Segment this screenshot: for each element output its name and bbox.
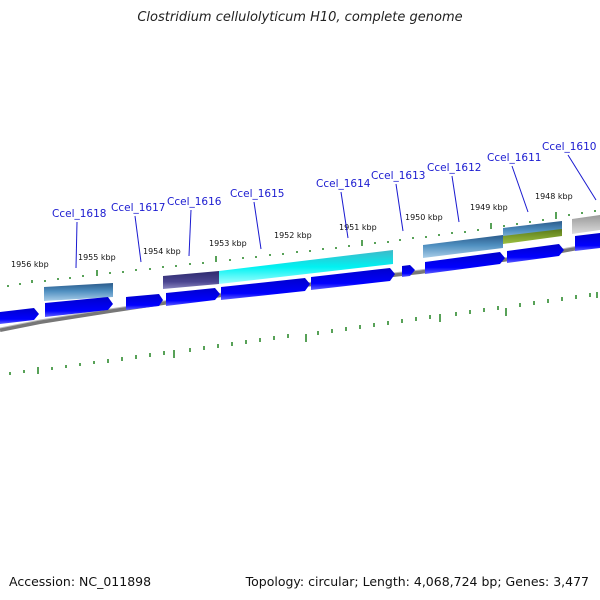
feature-ccel-1610: [572, 215, 600, 234]
cds-arrow: [126, 294, 163, 310]
feature-ccel-1612: [423, 235, 503, 258]
gene-label-ccel-1614[interactable]: Ccel_1614: [316, 178, 371, 190]
kbp-label: 1951 kbp: [339, 223, 377, 232]
feature-ccel-1615: [219, 250, 393, 284]
cds-arrow: [575, 233, 600, 251]
feature-track: [44, 215, 600, 301]
gene-label-ccel-1616[interactable]: Ccel_1616: [167, 196, 222, 208]
kbp-label: 1955 kbp: [78, 253, 116, 262]
cds-arrow: [425, 252, 505, 274]
kbp-label: 1950 kbp: [405, 213, 443, 222]
kbp-labels: 1956 kbp 1955 kbp 1954 kbp 1953 kbp 1952…: [11, 192, 573, 269]
kbp-label: 1956 kbp: [11, 260, 49, 269]
upper-ticks: [7, 210, 596, 287]
map-title: Clostridium cellulolyticum H10, complete…: [137, 10, 463, 25]
gene-label-ccel-1613[interactable]: Ccel_1613: [371, 170, 425, 182]
accession-text: Accession: NC_011898: [9, 574, 152, 589]
gene-label-ccel-1611[interactable]: Ccel_1611: [487, 152, 541, 164]
lower-ticks: [9, 292, 598, 375]
gene-labels: Ccel_1618 Ccel_1617 Ccel_1616 Ccel_1615 …: [52, 141, 596, 220]
cds-track: [0, 233, 600, 324]
feature-ccel-1616: [163, 271, 219, 289]
cds-arrow: [166, 288, 220, 306]
gene-label-ccel-1610[interactable]: Ccel_1610: [542, 141, 596, 153]
kbp-label: 1953 kbp: [209, 239, 247, 248]
cds-arrow: [311, 268, 395, 290]
gene-leaders: [75, 154, 597, 269]
cds-arrow: [221, 278, 310, 300]
feature-ccel-1611-b: [503, 229, 562, 244]
kbp-label: 1948 kbp: [535, 192, 573, 201]
gene-label-ccel-1617[interactable]: Ccel_1617: [111, 202, 165, 214]
gene-label-ccel-1615[interactable]: Ccel_1615: [230, 188, 284, 200]
gene-label-ccel-1618[interactable]: Ccel_1618: [52, 208, 106, 220]
cds-arrow: [402, 265, 415, 277]
kbp-label: 1949 kbp: [470, 203, 508, 212]
kbp-label: 1952 kbp: [274, 231, 312, 240]
gene-label-ccel-1612[interactable]: Ccel_1612: [427, 162, 481, 174]
cds-arrow: [507, 244, 564, 263]
cds-arrow: [0, 308, 39, 324]
kbp-label: 1954 kbp: [143, 247, 181, 256]
genome-summary-text: Topology: circular; Length: 4,068,724 bp…: [245, 574, 589, 589]
feature-ccel-1618: [44, 283, 113, 301]
cds-arrow: [45, 297, 113, 317]
